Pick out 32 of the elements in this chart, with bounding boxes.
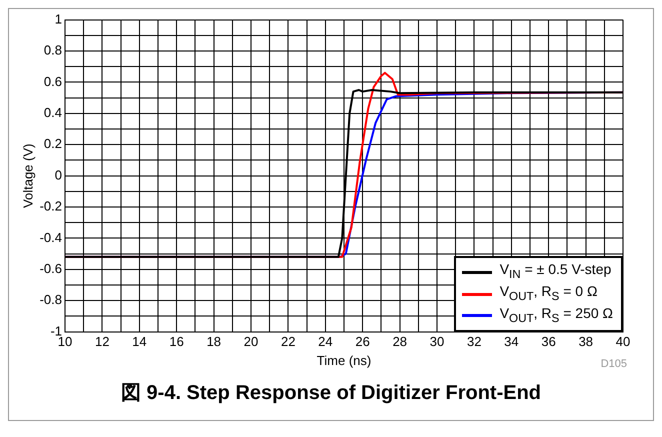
y-tick-label: 1 <box>54 11 62 26</box>
x-tick-label: 32 <box>466 334 482 350</box>
legend-label: V$_{OUT}$, R$_{S}$ = 0 Ω <box>500 283 598 306</box>
y-tick-label: 0.4 <box>44 104 62 120</box>
y-tick-label: 0.2 <box>44 136 62 152</box>
y-tick-label: -0.4 <box>40 230 62 245</box>
x-tick-label: 20 <box>244 334 258 350</box>
y-tick-label: 0.6 <box>44 74 62 89</box>
legend-label: V$_{OUT}$, R$_{S}$ = 250 Ω <box>500 305 613 327</box>
x-tick-label: 22 <box>280 334 296 350</box>
x-tick-label: 14 <box>132 334 147 350</box>
x-tick-label: 40 <box>616 334 630 350</box>
text: 図 9-4. Step Response of Digitizer Front-End <box>120 381 542 406</box>
x-tick-label: 18 <box>206 334 222 350</box>
x-tick-label: 12 <box>94 334 110 350</box>
x-axis-title: Time (ns) <box>316 352 372 368</box>
x-tick-label: 34 <box>504 334 519 350</box>
y-tick-label: 0.8 <box>44 42 62 58</box>
x-tick-label: 26 <box>355 334 370 350</box>
y-axis-title: Voltage (V) <box>20 144 36 208</box>
y-tick-label: -0.8 <box>40 292 62 308</box>
text: D105 <box>600 358 627 370</box>
y-tick-label: -0.6 <box>40 260 62 276</box>
y-tick-label: 0 <box>54 167 62 182</box>
x-tick-label: 28 <box>392 334 408 350</box>
x-tick-label: 36 <box>541 334 556 350</box>
y-tick-label: -0.2 <box>40 198 62 214</box>
x-tick-label: 38 <box>578 334 594 350</box>
legend-label: V$_{IN}$ = ± 0.5 V-step <box>500 261 612 284</box>
x-tick-label: 24 <box>318 334 333 350</box>
x-tick-label: 30 <box>430 334 444 350</box>
x-tick-label: 16 <box>169 334 184 350</box>
